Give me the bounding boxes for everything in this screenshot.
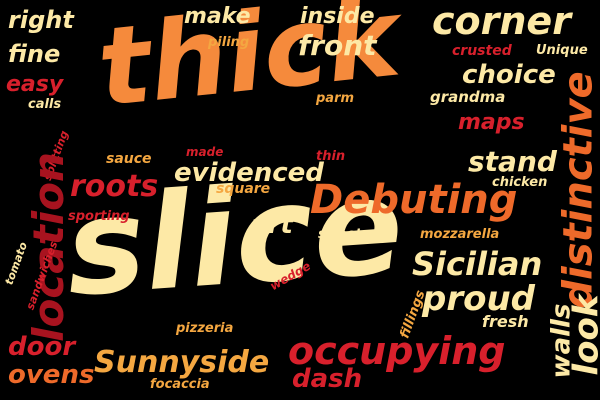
word-mozzarella: mozzarella [420, 227, 500, 242]
word-sweet: sweet [318, 227, 362, 242]
word-focaccia: focaccia [150, 377, 210, 392]
word-sicilian: Sicilian [412, 245, 543, 283]
word-thin: thin [316, 149, 346, 164]
word-square: square [216, 181, 271, 197]
word-maps: maps [458, 110, 525, 135]
word-ovens: ovens [8, 360, 95, 390]
word-easy: easy [6, 72, 64, 97]
word-fine: fine [8, 40, 61, 68]
word-evidenced: evidenced [174, 158, 324, 188]
word-front: front [298, 29, 377, 62]
word-piling: piling [208, 35, 250, 50]
word-grandma: grandma [430, 88, 506, 106]
word-chicken: chicken [492, 175, 548, 190]
word-corner: corner [432, 0, 571, 43]
word-sunnyside: Sunnyside [94, 345, 270, 380]
word-inside: inside [300, 4, 375, 29]
word-dash: dash [292, 364, 363, 394]
word-roots: roots [70, 169, 159, 204]
word-choice: choice [462, 60, 556, 90]
word-sauce: sauce [106, 151, 152, 167]
word-occupying: occupying [288, 329, 506, 373]
word-distinctive: distinctive [555, 71, 600, 309]
word-make: make [184, 4, 251, 29]
word-look: look [566, 294, 600, 376]
word-proud: proud [422, 279, 536, 319]
word-sporting: sporting [68, 209, 130, 224]
word-right: right [8, 6, 74, 34]
word-parm: parm [316, 91, 355, 106]
word-calls: calls [28, 97, 62, 112]
word-door: door [8, 332, 76, 362]
word-crusted: crusted [452, 43, 512, 59]
word-debuting: Debuting [310, 177, 518, 223]
word-unique: Unique [536, 43, 588, 58]
word-pizzeria: pizzeria [176, 321, 234, 336]
word-stand: stand [468, 145, 557, 178]
word-fresh: fresh [482, 312, 529, 331]
word-art: art [250, 210, 293, 240]
word-made: made [186, 145, 224, 159]
